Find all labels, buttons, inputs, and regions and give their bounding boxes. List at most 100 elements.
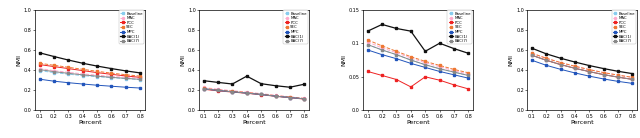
MPC [65,82,72,83]
BAC(7) [421,64,429,66]
SEC [407,56,415,58]
BAC(7) [272,95,280,97]
Line: BAC(1): BAC(1) [38,51,141,74]
SEC [286,96,294,98]
PCC [136,77,144,78]
MPC [450,74,458,76]
SEC [392,51,400,52]
BAC(7) [36,69,44,70]
PCC [214,90,222,92]
MPC [407,63,415,64]
MAC [421,62,429,63]
BAC(1) [36,52,44,54]
Line: PCC: PCC [202,88,305,100]
PCC [465,88,472,90]
BAC(7) [600,74,607,75]
MAC [50,70,58,71]
Baseline [586,71,593,72]
MAC [528,52,536,54]
PCC [272,95,280,97]
Line: SEC: SEC [38,62,141,77]
PCC [421,76,429,78]
MAC [228,90,236,91]
PCC [600,74,607,75]
SEC [364,39,371,41]
PCC [614,76,622,78]
Line: BAC(7): BAC(7) [38,69,141,80]
PCC [378,75,386,76]
Baseline [450,71,458,73]
Line: BAC(7): BAC(7) [202,88,305,100]
SEC [571,65,579,67]
BAC(7) [465,75,472,76]
BAC(7) [614,76,622,78]
Line: MAC: MAC [531,52,634,78]
MAC [600,72,607,73]
Line: BAC(1): BAC(1) [202,75,305,88]
SEC [272,95,280,96]
Line: MAC: MAC [38,68,141,79]
SEC [614,74,622,76]
MAC [465,73,472,75]
MAC [79,73,86,75]
Baseline [436,68,444,70]
MPC [586,75,593,77]
SEC [93,71,101,72]
PCC [243,92,251,94]
Baseline [228,91,236,93]
MAC [200,87,207,88]
MPC [600,78,607,80]
PCC [557,64,564,65]
BAC(1) [65,59,72,61]
BAC(1) [136,72,144,74]
BAC(7) [214,90,222,91]
SEC [628,77,636,78]
Line: SEC: SEC [202,87,305,99]
MAC [108,75,115,77]
Line: BAC(7): BAC(7) [531,54,634,80]
BAC(7) [392,54,400,55]
MPC [136,87,144,89]
BAC(1) [436,42,444,44]
BAC(7) [407,59,415,61]
MPC [421,67,429,68]
Line: MPC: MPC [531,59,634,84]
Baseline [421,64,429,66]
Y-axis label: NMI: NMI [180,54,185,66]
Line: Baseline: Baseline [367,44,470,76]
MPC [93,84,101,86]
BAC(1) [214,82,222,83]
MPC [542,64,550,66]
SEC [50,64,58,66]
BAC(7) [228,91,236,93]
Baseline [50,72,58,73]
BAC(7) [257,94,265,95]
Line: MAC: MAC [367,41,470,75]
MPC [243,92,251,94]
Baseline [136,79,144,80]
MAC [571,65,579,67]
BAC(7) [450,71,458,73]
MPC [272,95,280,97]
BAC(7) [93,75,101,77]
Baseline [286,97,294,98]
MPC [257,94,265,95]
MPC [465,77,472,79]
BAC(1) [200,80,207,82]
PCC [228,91,236,93]
MAC [436,66,444,68]
BAC(1) [243,75,251,77]
Baseline [36,70,44,71]
Baseline [272,95,280,97]
Baseline [79,75,86,76]
MPC [557,68,564,70]
PCC [79,70,86,71]
PCC [628,79,636,80]
Line: SEC: SEC [367,39,470,74]
Baseline [122,78,130,79]
Baseline [214,90,222,91]
PCC [392,79,400,80]
Baseline [243,92,251,94]
BAC(1) [286,86,294,88]
BAC(7) [122,78,130,79]
